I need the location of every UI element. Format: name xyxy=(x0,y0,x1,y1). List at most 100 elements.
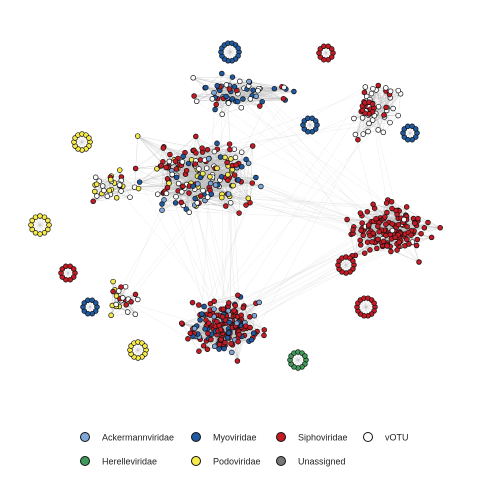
node xyxy=(184,168,189,173)
node xyxy=(135,297,140,302)
node xyxy=(414,243,419,248)
node xyxy=(71,267,76,272)
node xyxy=(233,303,238,308)
node xyxy=(133,166,138,171)
node xyxy=(383,222,388,227)
node xyxy=(194,151,199,156)
node xyxy=(397,240,402,245)
node xyxy=(197,167,202,172)
node xyxy=(179,200,184,205)
node xyxy=(303,354,308,359)
node xyxy=(227,87,232,92)
node xyxy=(108,177,113,182)
node xyxy=(226,331,231,336)
node xyxy=(196,303,201,308)
node xyxy=(198,318,203,323)
node xyxy=(204,166,209,171)
node xyxy=(359,228,364,233)
node xyxy=(249,337,254,342)
node xyxy=(385,210,390,215)
node xyxy=(30,227,35,232)
node xyxy=(376,83,381,88)
node xyxy=(205,347,210,352)
node xyxy=(167,159,172,164)
node xyxy=(247,79,252,84)
node xyxy=(366,129,371,134)
edge xyxy=(250,82,354,233)
node xyxy=(248,97,253,102)
node xyxy=(206,321,211,326)
edge xyxy=(221,240,407,325)
node xyxy=(272,86,277,91)
node xyxy=(179,190,184,195)
node xyxy=(94,182,99,187)
node xyxy=(384,201,389,206)
legend-swatch xyxy=(277,457,286,466)
node xyxy=(227,142,232,147)
node xyxy=(206,331,211,336)
node xyxy=(390,206,395,211)
node xyxy=(282,85,287,90)
node xyxy=(221,307,226,312)
node xyxy=(384,105,389,110)
node xyxy=(419,231,424,236)
node xyxy=(351,228,356,233)
node xyxy=(413,126,418,131)
node xyxy=(119,189,124,194)
node xyxy=(358,211,363,216)
node xyxy=(219,195,224,200)
node xyxy=(292,89,297,94)
legend-label: Siphoviridae xyxy=(298,432,348,442)
node xyxy=(217,342,222,347)
node xyxy=(219,174,224,179)
node xyxy=(241,97,246,102)
node xyxy=(360,116,365,121)
node xyxy=(195,201,200,206)
node xyxy=(229,341,234,346)
node xyxy=(33,215,38,220)
node xyxy=(234,163,239,168)
legend-label: Herelleviridae xyxy=(102,456,157,466)
node xyxy=(371,231,376,236)
node xyxy=(45,218,50,223)
node xyxy=(381,239,386,244)
node xyxy=(281,96,286,101)
node xyxy=(109,313,114,318)
node xyxy=(372,301,377,306)
node xyxy=(395,212,400,217)
node xyxy=(123,284,128,289)
node xyxy=(218,327,223,332)
node xyxy=(203,327,208,332)
node xyxy=(174,194,179,199)
node xyxy=(173,201,178,206)
node xyxy=(111,289,116,294)
node xyxy=(136,186,141,191)
node xyxy=(212,149,217,154)
node xyxy=(237,79,242,84)
node xyxy=(370,102,375,107)
node xyxy=(252,313,257,318)
node xyxy=(198,194,203,199)
node xyxy=(105,194,110,199)
edge xyxy=(398,94,400,116)
node xyxy=(186,336,191,341)
node xyxy=(226,192,231,197)
node xyxy=(167,181,172,186)
node xyxy=(250,181,255,186)
node xyxy=(213,107,218,112)
node xyxy=(180,160,185,165)
node xyxy=(244,203,249,208)
node xyxy=(409,233,414,238)
node xyxy=(361,132,366,137)
node xyxy=(215,166,220,171)
node xyxy=(235,359,240,364)
node xyxy=(388,120,393,125)
node xyxy=(209,192,214,197)
node xyxy=(374,246,379,251)
node xyxy=(94,194,99,199)
node xyxy=(223,340,228,345)
node xyxy=(124,302,129,307)
node xyxy=(107,188,112,193)
legend-swatch xyxy=(192,457,201,466)
